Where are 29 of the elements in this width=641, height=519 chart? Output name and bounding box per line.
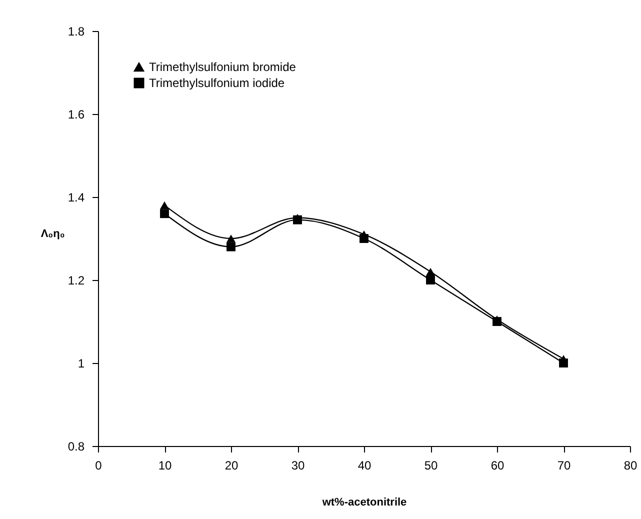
y-axis-title: Λ₀η₀	[40, 228, 65, 240]
y-tick-label: 1.6	[68, 108, 85, 122]
x-tick-label: 20	[224, 458, 238, 472]
point	[559, 358, 568, 368]
point	[426, 276, 435, 284]
y-tick-label: 1.4	[68, 190, 85, 204]
point	[160, 201, 169, 210]
x-tick-label: 50	[424, 458, 438, 472]
y-tick-label: 0.8	[68, 440, 85, 454]
point	[293, 215, 302, 224]
x-tick-label: 0	[95, 458, 102, 472]
legend-label: Trimethylsulfonium iodide	[149, 76, 285, 90]
y-tick-label: 1.2	[68, 274, 85, 288]
x-tick-label: 80	[624, 458, 638, 472]
x-tick-label: 10	[158, 458, 172, 472]
point	[226, 242, 236, 252]
legend-label: Trimethylsulfonium bromide	[149, 60, 296, 74]
point	[160, 209, 169, 218]
point	[226, 234, 236, 242]
point	[360, 234, 368, 243]
y-tick-label: 1	[78, 356, 85, 370]
point	[426, 268, 435, 276]
x-tick-label: 60	[490, 458, 504, 472]
point	[492, 317, 502, 326]
x-tick-label: 70	[557, 458, 571, 472]
y-tick-label: 1.8	[68, 24, 85, 38]
x-axis-title: wt%-acetonitrile	[321, 496, 407, 508]
x-tick-label: 30	[291, 458, 305, 472]
x-tick-label: 40	[358, 458, 372, 472]
